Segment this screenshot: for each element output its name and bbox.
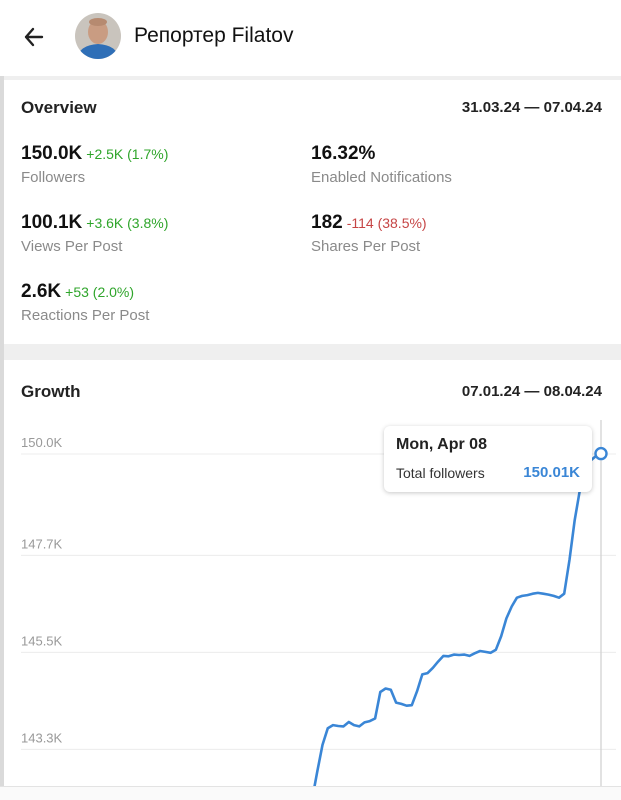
arrow-left-icon <box>24 27 44 47</box>
stat-delta: +2.5K (1.7%) <box>86 146 169 162</box>
growth-title: Growth <box>21 382 81 401</box>
growth-chart[interactable]: 150.0K 147.7K 145.5K 143.3K <box>4 360 621 800</box>
avatar-image <box>75 13 121 59</box>
stat-label: Reactions Per Post <box>21 307 150 324</box>
stat-value: 150.0K <box>21 143 83 164</box>
stat-value: 182 <box>311 212 343 233</box>
stat-followers: 150.0K +2.5K (1.7%) Followers <box>21 143 168 186</box>
growth-card: Growth 07.01.24 — 08.04.24 150.0K 147.7K 1… <box>4 360 621 800</box>
stat-enabled-notifications: 16.32% Enabled Notifications <box>311 143 452 186</box>
stat-shares-per-post: 182 -114 (38.5%) Shares Per Post <box>311 212 427 255</box>
overview-range: 31.03.24 — 07.04.24 <box>461 99 602 116</box>
bottom-bar <box>0 786 621 800</box>
tooltip-value: 150.01K <box>523 464 580 481</box>
stat-delta: +53 (2.0%) <box>65 284 135 300</box>
channel-title: Репортер Filatov <box>134 24 294 47</box>
y-tick-label: 147.7K <box>21 536 63 551</box>
tooltip-series-name: Total followers <box>396 465 485 481</box>
back-button[interactable] <box>20 22 50 52</box>
stat-label: Enabled Notifications <box>311 169 452 186</box>
app-header: Репортер Filatov <box>0 0 621 76</box>
stat-delta: -114 (38.5%) <box>346 215 427 231</box>
overview-title: Overview <box>21 98 97 117</box>
stat-label: Views Per Post <box>21 238 123 255</box>
growth-range: 07.01.24 — 08.04.24 <box>461 383 602 400</box>
highlighted-point[interactable] <box>594 446 608 461</box>
stat-reactions-per-post: 2.6K +53 (2.0%) Reactions Per Post <box>21 281 149 324</box>
stat-label: Followers <box>21 169 86 186</box>
tooltip-date: Mon, Apr 08 <box>396 436 487 453</box>
stat-views-per-post: 100.1K +3.6K (3.8%) Views Per Post <box>21 212 168 255</box>
stat-value: 16.32% <box>311 143 376 164</box>
stat-value: 2.6K <box>21 281 62 302</box>
chart-tooltip: Mon, Apr 08 Total followers 150.01K <box>384 426 592 492</box>
channel-avatar[interactable] <box>75 13 121 59</box>
stat-value: 100.1K <box>21 212 83 233</box>
y-tick-label: 150.0K <box>21 435 63 450</box>
overview-card: Overview 31.03.24 — 07.04.24 150.0K +2.5K… <box>4 80 621 344</box>
y-tick-label: 143.3K <box>21 730 63 745</box>
y-tick-label: 145.5K <box>21 633 63 648</box>
left-edge <box>0 76 4 800</box>
series-line-total-followers <box>310 452 603 800</box>
stat-label: Shares Per Post <box>311 238 421 255</box>
stat-delta: +3.6K (3.8%) <box>86 215 169 231</box>
